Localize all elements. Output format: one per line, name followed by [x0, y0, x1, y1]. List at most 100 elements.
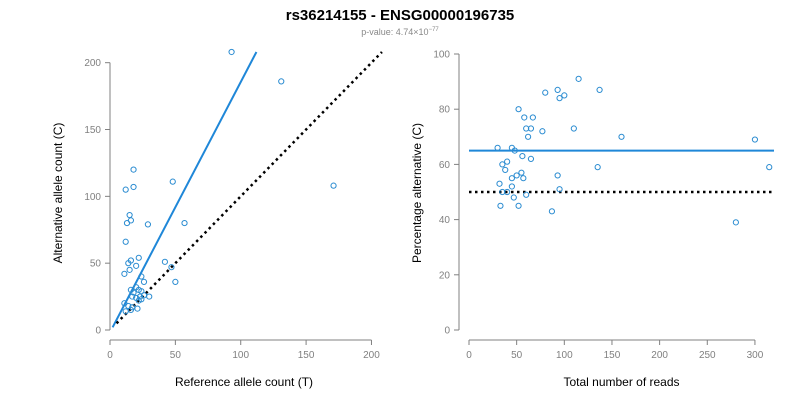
pct-data-point: [494, 144, 501, 151]
pct-data-point: [510, 194, 517, 201]
allele-y-tick-label: 50: [90, 259, 102, 270]
allele-data-point: [130, 183, 137, 191]
allele-data-point: [168, 264, 175, 271]
pct-x-axis-title: Total number of reads: [563, 375, 679, 389]
pct-data-point: [508, 183, 515, 190]
allele-count-scatter-panel: 0 50 100 150 200 0 50 100 150 200 Reference allele…: [51, 48, 383, 389]
pct-x-tick-label: 100: [556, 350, 573, 361]
allele-y-tick-label: 0: [95, 326, 101, 337]
pct-data-point: [515, 106, 522, 113]
pct-data-point: [521, 114, 528, 121]
allele-data-point: [161, 258, 169, 265]
allele-data-point: [144, 221, 152, 228]
allele-data-point: [127, 306, 135, 314]
pct-data-point: [523, 191, 530, 198]
pct-x-tick-label: 200: [651, 350, 668, 361]
pct-data-point: [520, 175, 527, 182]
pct-data-point: [496, 180, 503, 187]
allele-data-point: [181, 219, 188, 227]
allele-x-tick-label: 0: [107, 350, 113, 361]
allele-data-point: [228, 48, 235, 56]
allele-data-point: [330, 182, 337, 189]
pct-data-point: [596, 86, 603, 93]
allele-fit-line: [111, 51, 258, 328]
allele-data-point: [130, 289, 137, 296]
pvalue-subtitle: p-value: 4.74×10−77: [361, 27, 439, 37]
pct-data-point: [511, 147, 518, 154]
pct-data-point: [527, 125, 535, 132]
pct-x-tick-label: 250: [699, 350, 716, 361]
percentage-alternative-scatter-panel: 0 50 100 150 200 250 300 0 20 40 60 80 100 Total numb…: [410, 50, 774, 389]
pct-data-point: [508, 175, 515, 182]
pct-data-point: [554, 86, 561, 93]
pct-y-tick-label: 60: [439, 160, 451, 171]
allele-y-axis-title: Alternative allele count (C): [51, 123, 65, 264]
allele-y-tick-label: 100: [84, 192, 101, 203]
pvalue-exponent: −77: [429, 27, 440, 33]
allele-x-axis-title: Reference allele count (T): [175, 375, 313, 389]
allele-data-point: [121, 270, 128, 277]
pct-x-tick-label: 300: [747, 350, 764, 361]
pct-y-tick-label: 80: [439, 105, 451, 116]
pct-data-point: [502, 166, 509, 174]
pct-data-point: [519, 153, 526, 160]
pct-y-tick-label: 20: [439, 270, 451, 281]
pct-y-tick-label: 0: [444, 326, 450, 337]
pct-data-point: [618, 133, 625, 140]
pct-data-point: [556, 186, 563, 193]
allele-data-point: [135, 254, 142, 261]
allele-x-tick-label: 50: [170, 350, 182, 361]
pct-x-tick-label: 0: [466, 350, 472, 361]
pct-x-tick-label: 150: [604, 350, 621, 361]
allele-x-tick-label: 200: [363, 350, 380, 361]
allele-data-point: [134, 305, 141, 312]
allele-x-tick-label: 150: [298, 350, 315, 361]
pct-data-point: [529, 114, 536, 121]
pct-y-tick-label: 40: [439, 215, 451, 226]
pct-data-point: [594, 164, 601, 171]
pct-data-point: [766, 164, 773, 171]
allele-data-point: [122, 186, 129, 193]
allele-reference-line: [115, 51, 383, 325]
allele-data-point: [138, 273, 145, 280]
pct-data-point: [554, 172, 561, 179]
allele-data-point: [140, 278, 148, 285]
allele-y-tick-label: 200: [84, 58, 101, 69]
pct-data-point: [575, 75, 582, 82]
pct-data-point: [504, 158, 511, 165]
pct-data-point: [513, 172, 520, 179]
allele-data-point: [122, 238, 129, 245]
allele-data-point: [126, 266, 133, 273]
pct-data-point: [497, 202, 504, 209]
allele-data-point: [129, 293, 136, 300]
pct-data-point: [751, 136, 759, 143]
allele-data-point: [126, 211, 133, 219]
pct-data-point: [570, 125, 577, 132]
pct-data-point: [504, 188, 511, 196]
pct-x-tick-label: 50: [511, 350, 523, 361]
pct-data-point: [527, 155, 535, 162]
pct-data-point: [548, 208, 556, 215]
pct-data-point: [556, 95, 563, 102]
allele-x-tick-label: 100: [232, 350, 249, 361]
pct-data-point: [524, 133, 532, 140]
pct-data-point: [539, 128, 546, 135]
pct-data-point: [518, 169, 525, 176]
pct-data-point: [732, 219, 739, 226]
pct-data-point: [542, 89, 549, 96]
pct-data-point: [561, 92, 568, 99]
pct-y-axis-title: Percentage alternative (C): [410, 123, 424, 263]
allele-data-point: [146, 293, 153, 300]
allele-data-point: [169, 178, 176, 185]
pct-data-point: [499, 161, 506, 168]
allele-data-point: [172, 278, 179, 285]
allele-y-tick-label: 150: [84, 125, 101, 136]
pvalue-text: p-value: 4.74×10: [361, 27, 428, 37]
pct-data-point: [515, 202, 522, 209]
pct-y-tick-label: 100: [433, 50, 450, 61]
chart-title: rs36214155 - ENSG00000196735: [286, 7, 515, 24]
allele-data-point: [130, 166, 137, 173]
allele-data-point: [123, 219, 131, 227]
allele-data-point: [278, 78, 285, 85]
